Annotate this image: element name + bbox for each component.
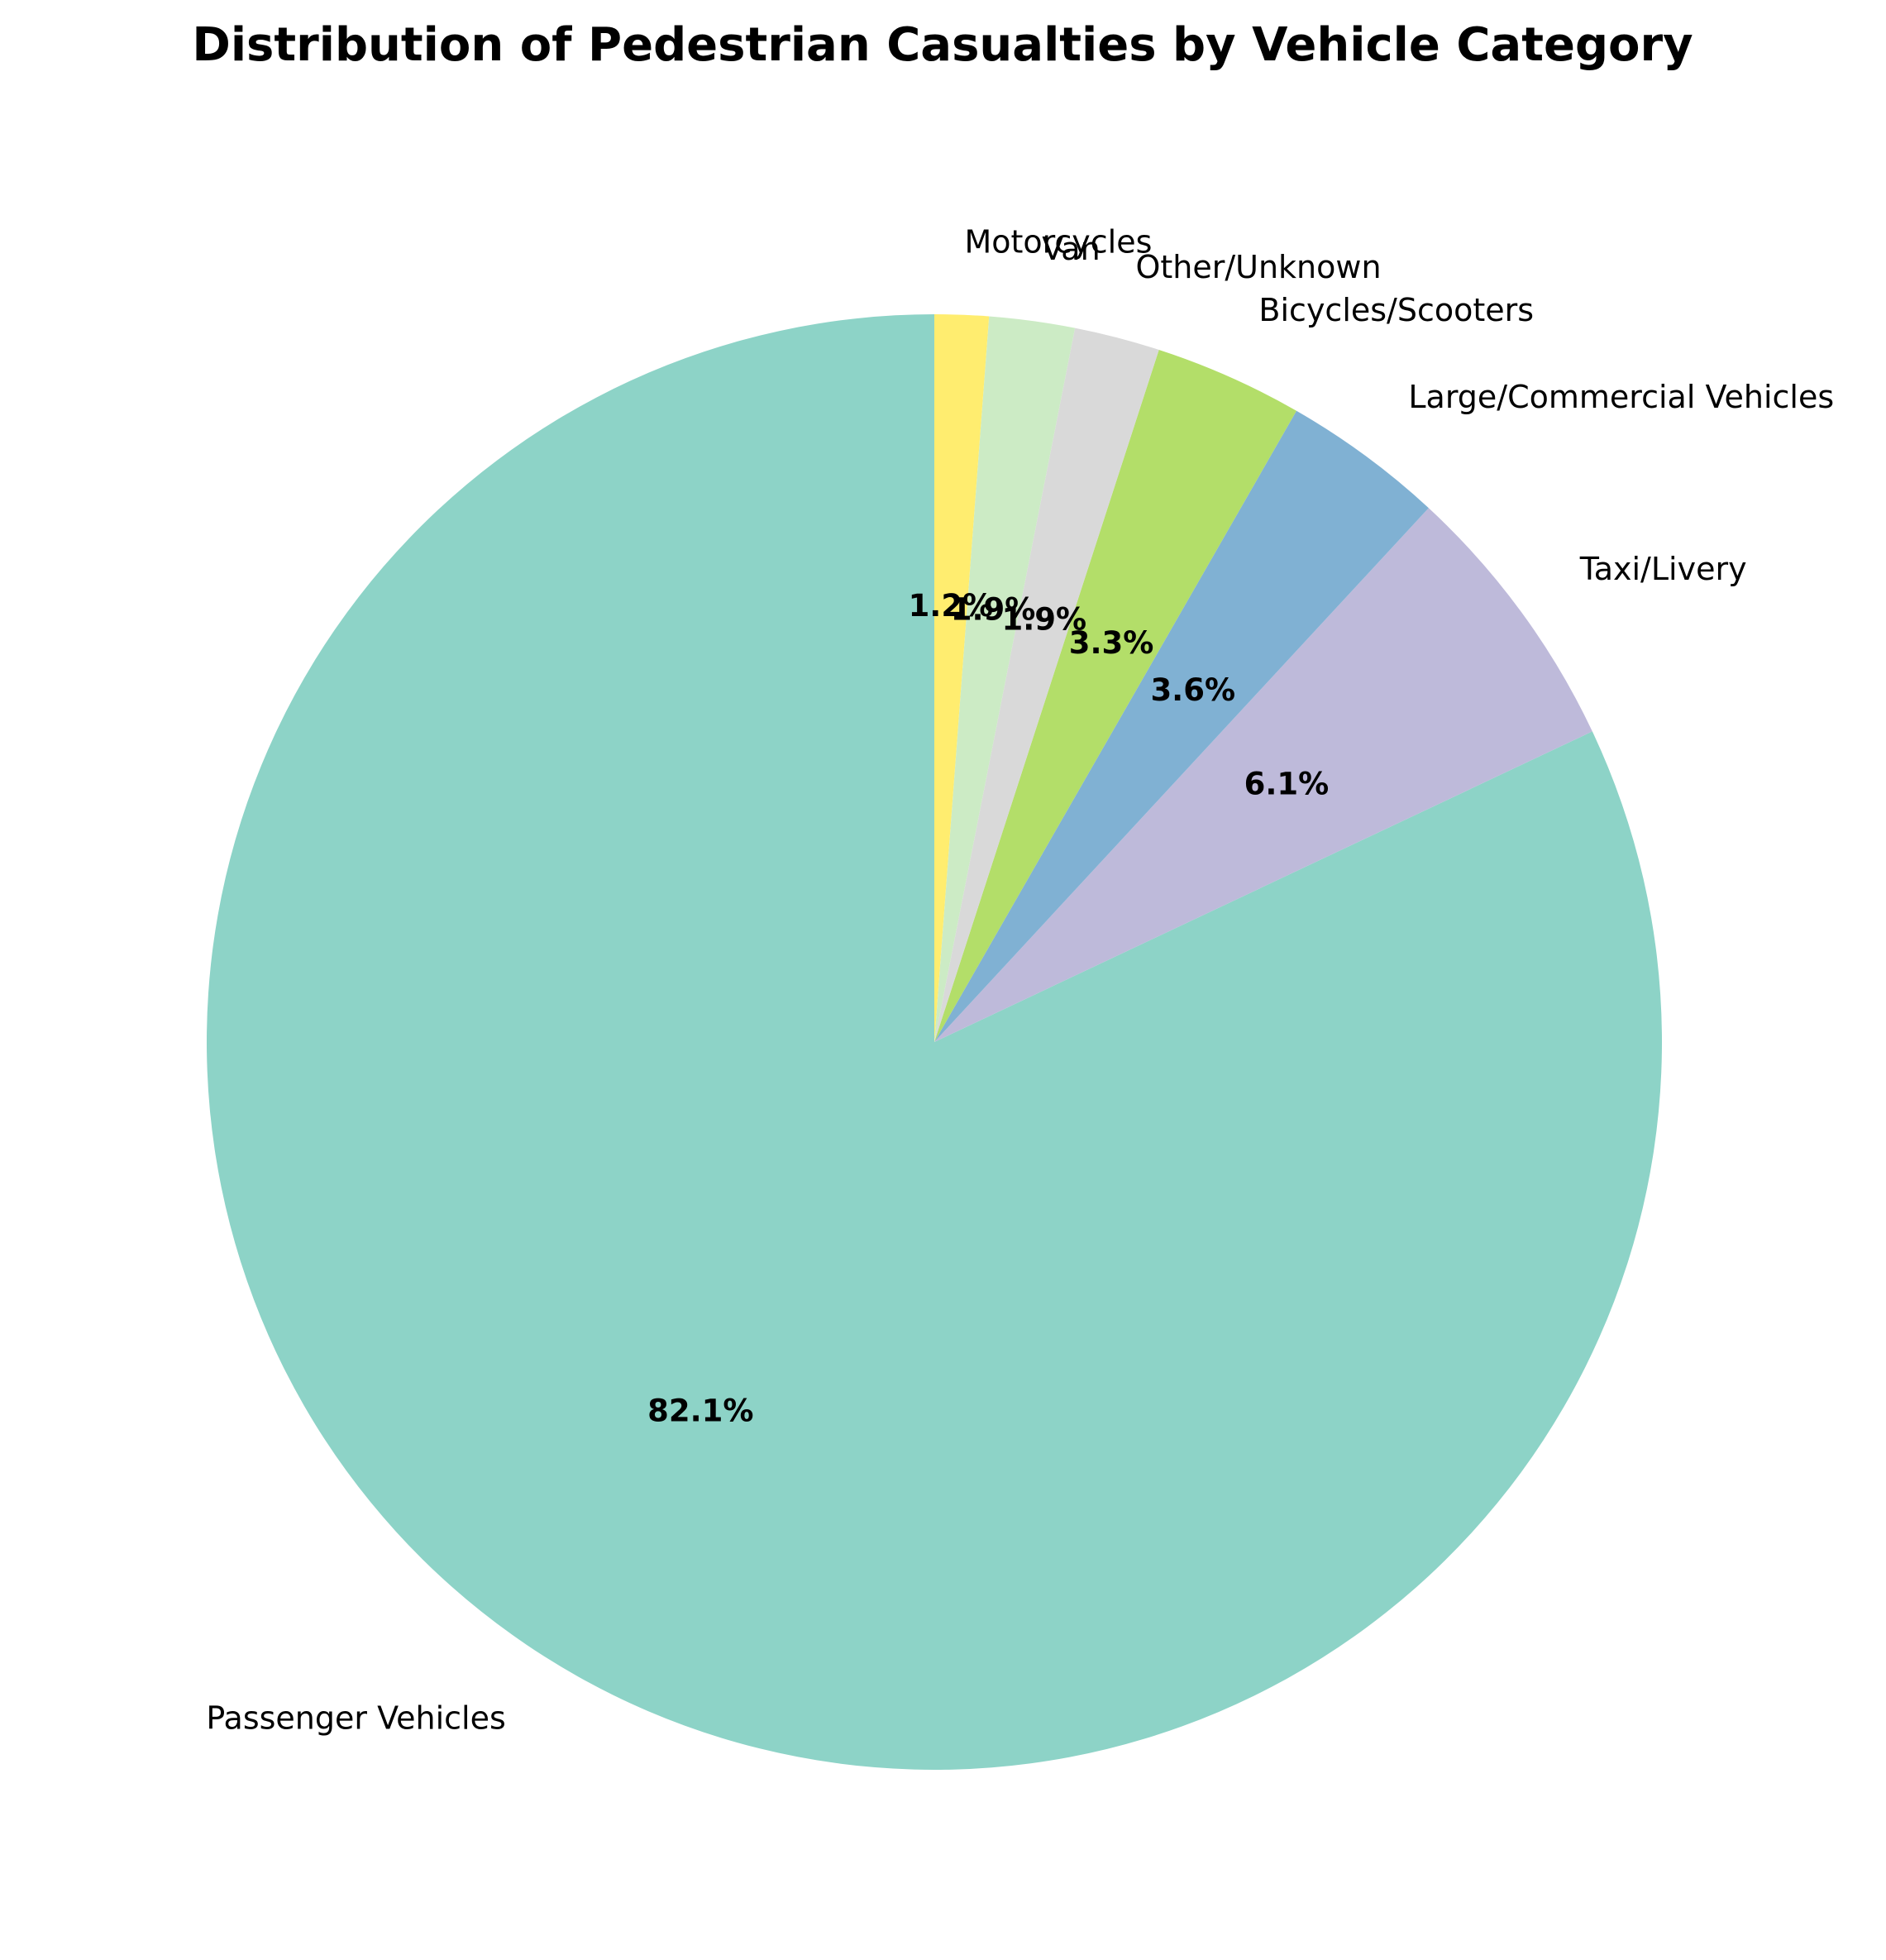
chart-title: Distribution of Pedestrian Casualties by… [192, 18, 1693, 72]
slice-other-unknown [934, 327, 1159, 1043]
category-label-taxi-livery: Taxi/Livery [1579, 551, 1747, 587]
category-label-other-unknown: Other/Unknown [1135, 249, 1381, 285]
category-labels: Passenger Vehicles Taxi/Livery Large/Comme… [206, 224, 1834, 1737]
pct-label-van: 1.9% [951, 591, 1036, 627]
slice-taxi-livery [934, 508, 1592, 1042]
pie-slices [206, 314, 1663, 1770]
slice-van [934, 316, 1076, 1042]
percent-labels: 82.1%6.1%3.6%3.3%1.9%1.9%1.2% [647, 588, 1329, 1429]
pct-label-large-commercial-vehicles: 3.6% [1150, 672, 1235, 708]
slice-large-commercial-vehicles [934, 410, 1429, 1042]
pct-label-other-unknown: 1.9% [1001, 601, 1086, 637]
pct-label-passenger-vehicles: 82.1% [647, 1393, 753, 1428]
pct-label-taxi-livery: 6.1% [1244, 766, 1330, 801]
category-label-bicycles-scooters: Bicycles/Scooters [1258, 292, 1534, 328]
category-label-large-commercial-vehicles: Large/Commercial Vehicles [1408, 379, 1834, 415]
category-label-motorcycles: Motorcycles [964, 224, 1152, 261]
pct-label-bicycles-scooters: 3.3% [1069, 625, 1154, 661]
slice-motorcycles [934, 314, 990, 1042]
pct-label-motorcycles: 1.2% [909, 588, 994, 624]
category-label-van: Van [1042, 231, 1100, 267]
slice-passenger-vehicles [206, 314, 1663, 1770]
slice-bicycles-scooters [934, 349, 1297, 1042]
category-label-passenger-vehicles: Passenger Vehicles [206, 1700, 505, 1737]
